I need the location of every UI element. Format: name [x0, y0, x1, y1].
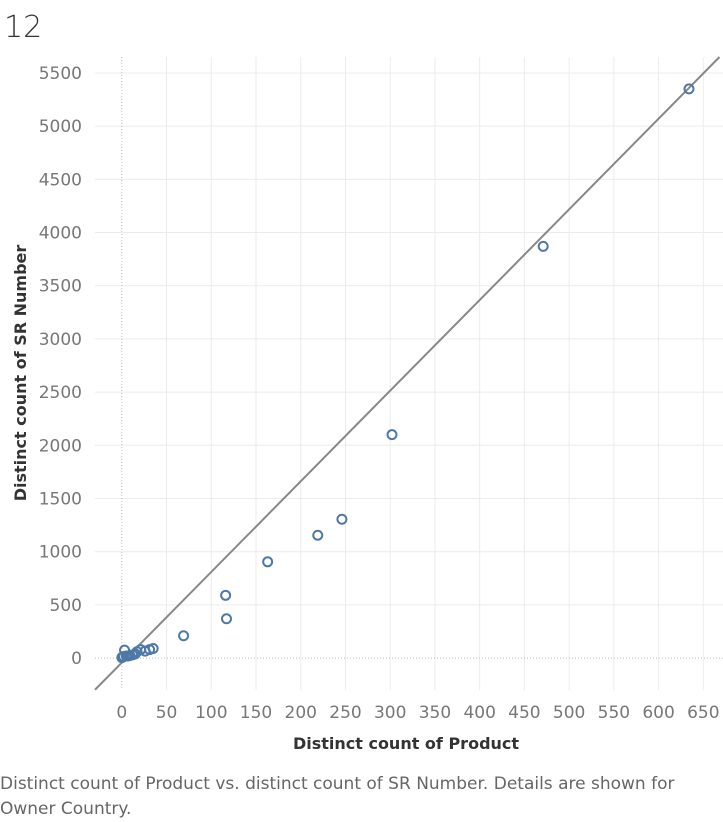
data-point[interactable] — [683, 83, 695, 95]
x-tick-label: 600 — [642, 703, 674, 723]
y-tick-label: 500 — [50, 596, 82, 616]
y-tick-label: 4500 — [39, 170, 82, 190]
data-point[interactable] — [312, 529, 324, 541]
y-tick-label: 2000 — [39, 436, 82, 456]
zero-lines — [95, 57, 723, 690]
x-tick-label: 450 — [508, 703, 540, 723]
x-tick-label: 150 — [240, 703, 272, 723]
data-point[interactable] — [116, 652, 128, 664]
y-tick-label: 0 — [71, 649, 82, 669]
y-axis-ticks: 0 500 1000 1500 2000 2500 3000 3500 4000 4500 5000… — [39, 64, 82, 669]
y-tick-label: 2500 — [39, 383, 82, 403]
y-tick-label: 4000 — [39, 224, 82, 244]
y-tick-label: 1500 — [39, 490, 82, 510]
y-tick-label: 3500 — [39, 277, 82, 297]
x-tick-label: 300 — [374, 703, 406, 723]
data-point[interactable] — [178, 630, 190, 642]
x-tick-label: 550 — [598, 703, 630, 723]
data-points — [116, 83, 695, 664]
x-tick-label: 100 — [195, 703, 227, 723]
x-tick-label: 250 — [329, 703, 361, 723]
y-tick-label: 3000 — [39, 330, 82, 350]
y-axis-title: Distinct count of SR Number — [11, 245, 30, 502]
trend-line-group — [94, 56, 721, 691]
x-tick-label: 0 — [116, 703, 127, 723]
data-point[interactable] — [336, 513, 348, 525]
y-tick-label: 5500 — [39, 64, 82, 84]
y-tick-label: 5000 — [39, 117, 82, 137]
view-number: 12 — [4, 10, 43, 45]
y-tick-label: 1000 — [39, 543, 82, 563]
data-point[interactable] — [220, 589, 232, 601]
data-point[interactable] — [537, 240, 549, 252]
x-tick-label: 650 — [687, 703, 719, 723]
x-tick-label: 500 — [553, 703, 585, 723]
data-point[interactable] — [262, 556, 274, 568]
grid-lines — [95, 57, 723, 690]
scatter-chart: 0 50 100 150 200 250 300 350 400 450 500 550 600 650 … — [11, 56, 723, 753]
x-axis-ticks: 0 50 100 150 200 250 300 350 400 450 500 550 600 650 — [116, 703, 719, 723]
x-tick-label: 400 — [463, 703, 495, 723]
x-tick-label: 50 — [156, 703, 178, 723]
x-axis-title: Distinct count of Product — [293, 734, 519, 753]
chart-caption: Distinct count of Product vs. distinct c… — [0, 774, 675, 819]
data-point[interactable] — [221, 613, 233, 625]
x-tick-label: 350 — [419, 703, 451, 723]
data-point[interactable] — [386, 429, 398, 441]
trend-line — [94, 56, 721, 691]
x-tick-label: 200 — [285, 703, 317, 723]
